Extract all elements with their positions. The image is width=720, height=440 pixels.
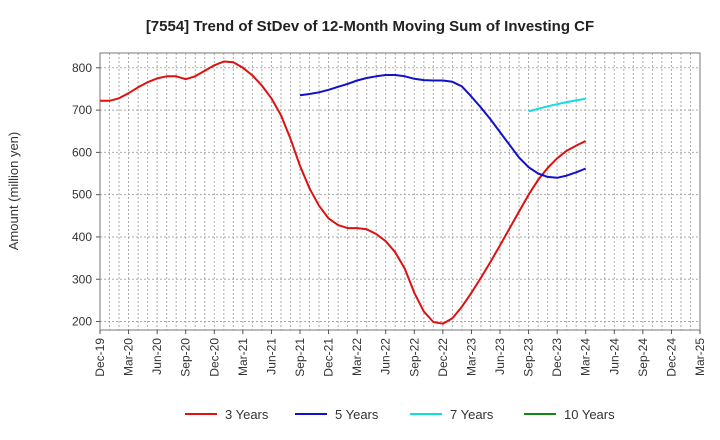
x-tick-label: Mar-20 — [122, 338, 136, 376]
x-tick-label: Jun-22 — [379, 338, 393, 375]
y-tick-label: 600 — [72, 145, 92, 159]
legend: 3 Years 5 Years 7 Years 10 Years — [185, 407, 615, 422]
x-tick-label: Jun-24 — [607, 338, 621, 375]
x-tick-label: Mar-25 — [693, 338, 707, 376]
x-tick-label: Mar-24 — [579, 338, 593, 376]
series-line-3-years — [100, 60, 587, 325]
y-tick-label: 300 — [72, 272, 92, 286]
x-tick-label: Dec-21 — [322, 338, 336, 377]
x-axis: Dec-19 Mar-20 Jun-20 Sep-20 Dec-20 Mar-21 Jun-… — [93, 330, 707, 377]
series-line-5-years — [299, 74, 587, 179]
x-tick-label: Sep-21 — [293, 338, 307, 377]
legend-label: 10 Years — [564, 407, 615, 422]
plot-frame — [99, 52, 701, 331]
x-tick-label: Jun-21 — [264, 338, 278, 375]
legend-label: 5 Years — [335, 407, 379, 422]
x-tick-label: Dec-20 — [207, 338, 221, 377]
chart-title: [7554] Trend of StDev of 12-Month Moving… — [146, 18, 594, 35]
x-tick-label: Sep-24 — [636, 338, 650, 377]
y-axis: 200 300 400 500 600 700 800 — [72, 61, 100, 329]
series-group — [100, 60, 587, 325]
x-tick-label: Sep-20 — [179, 338, 193, 377]
series-line-7-years — [528, 97, 586, 113]
y-tick-label: 400 — [72, 230, 92, 244]
y-tick-label: 500 — [72, 188, 92, 202]
x-tick-label: Dec-22 — [436, 338, 450, 377]
x-tick-label: Mar-22 — [350, 338, 364, 376]
x-tick-label: Mar-23 — [464, 338, 478, 376]
legend-label: 3 Years — [225, 407, 269, 422]
y-axis-label: Amount (million yen) — [6, 132, 21, 251]
x-tick-label: Dec-19 — [93, 338, 107, 377]
y-tick-label: 800 — [72, 61, 92, 75]
y-tick-label: 200 — [72, 315, 92, 329]
x-tick-label: Jun-20 — [150, 338, 164, 375]
x-tick-label: Sep-23 — [522, 338, 536, 377]
x-tick-label: Mar-21 — [236, 338, 250, 376]
y-tick-label: 700 — [72, 103, 92, 117]
x-tick-label: Sep-22 — [407, 338, 421, 377]
legend-label: 7 Years — [450, 407, 494, 422]
grid — [99, 53, 701, 330]
x-tick-label: Dec-24 — [664, 338, 678, 377]
x-tick-label: Dec-23 — [550, 338, 564, 377]
x-tick-label: Jun-23 — [493, 338, 507, 375]
